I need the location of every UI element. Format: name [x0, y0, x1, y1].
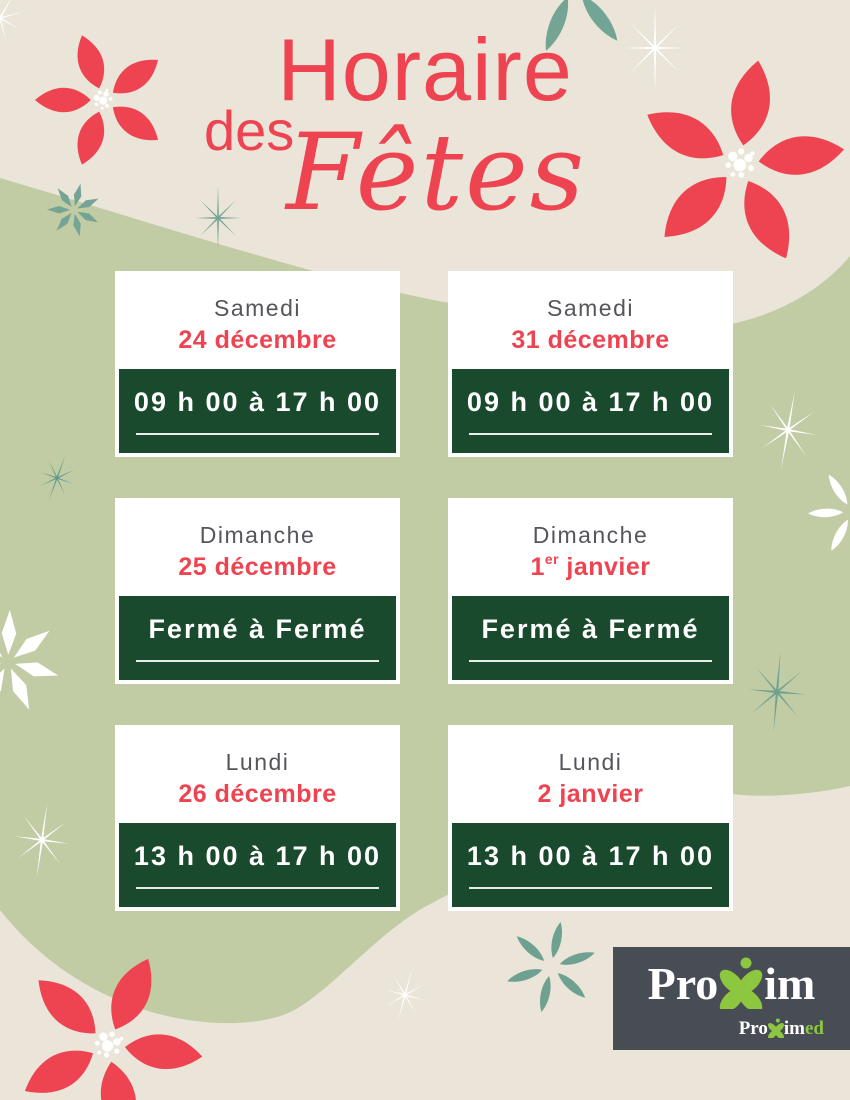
hours-label: Fermé à Fermé	[148, 614, 367, 644]
date-label: 24 décembre	[178, 326, 337, 354]
leaf-flower-icon	[484, 0, 662, 76]
day-label: Dimanche	[199, 522, 316, 548]
proxim-x-leaf-icon	[766, 1018, 786, 1041]
day-label: Samedi	[214, 295, 301, 321]
poinsettia-flower-icon	[619, 42, 850, 277]
sparkle-burst-icon	[0, 0, 34, 55]
poinsettia-flower-icon	[16, 14, 188, 181]
hours-panel: 09 h 00 à 17 h 00	[119, 369, 396, 453]
hours-label: 13 h 00 à 17 h 00	[133, 841, 382, 871]
day-label: Samedi	[547, 295, 634, 321]
date-label: 1er janvier	[530, 551, 651, 581]
day-label: Lundi	[558, 749, 623, 775]
hours-label: Fermé à Fermé	[481, 614, 700, 644]
schedule-card-jan2: Lundi 2 janvier 13 h 00 à 17 h 00	[448, 725, 733, 911]
schedule-card-dec25: Dimanche 25 décembre Fermé à Fermé	[115, 498, 400, 684]
hours-panel: Fermé à Fermé	[119, 596, 396, 680]
sparkle-burst-icon	[624, 5, 686, 90]
schedule-card-dec26: Lundi 26 décembre 13 h 00 à 17 h 00	[115, 725, 400, 911]
hours-underline	[468, 887, 713, 889]
hours-panel: Fermé à Fermé	[452, 596, 729, 680]
hours-panel: 13 h 00 à 17 h 00	[452, 823, 729, 907]
card-header: Dimanche 25 décembre	[119, 502, 396, 596]
hours-label: 13 h 00 à 17 h 00	[466, 841, 715, 871]
hours-label: 09 h 00 à 17 h 00	[133, 387, 382, 417]
day-label: Dimanche	[532, 522, 649, 548]
card-header: Dimanche 1er janvier	[452, 502, 729, 596]
hours-underline	[135, 660, 380, 662]
hours-label: 09 h 00 à 17 h 00	[466, 387, 715, 417]
hours-underline	[135, 887, 380, 889]
leaf-flower-icon	[500, 913, 602, 1021]
card-header: Samedi 24 décembre	[119, 275, 396, 369]
card-header: Samedi 31 décembre	[452, 275, 729, 369]
hours-panel: 13 h 00 à 17 h 00	[119, 823, 396, 907]
hours-underline	[135, 433, 380, 435]
logo-text-pre: Pro	[647, 958, 719, 1009]
date-label: 25 décembre	[178, 553, 337, 581]
proxim-logo-box: Pro im Pro imed	[613, 947, 850, 1050]
date-label: 31 décembre	[511, 326, 670, 354]
date-label: 26 décembre	[178, 780, 337, 808]
schedule-card-jan1: Dimanche 1er janvier Fermé à Fermé	[448, 498, 733, 684]
sparkle-burst-icon	[379, 963, 431, 1027]
proximed-sublogo: Pro imed	[738, 1018, 824, 1041]
hours-underline	[468, 433, 713, 435]
hours-panel: 09 h 00 à 17 h 00	[452, 369, 729, 453]
proxim-logo: Pro im	[613, 957, 850, 1017]
schedule-grid: Samedi 24 décembre 09 h 00 à 17 h 00 Sam…	[115, 271, 733, 911]
day-label: Lundi	[225, 749, 290, 775]
logo-text-post: im	[764, 958, 816, 1009]
proxim-x-leaf-icon	[715, 957, 767, 1017]
schedule-card-dec31: Samedi 31 décembre 09 h 00 à 17 h 00	[448, 271, 733, 457]
card-header: Lundi 26 décembre	[119, 729, 396, 823]
sublogo-text-pre: Pro	[738, 1018, 768, 1039]
date-label: 2 janvier	[537, 780, 644, 808]
card-header: Lundi 2 janvier	[452, 729, 729, 823]
sublogo-text-suffix: ed	[805, 1018, 824, 1039]
hours-underline	[468, 660, 713, 662]
sublogo-text-mid: im	[783, 1018, 805, 1039]
schedule-card-dec24: Samedi 24 décembre 09 h 00 à 17 h 00	[115, 271, 400, 457]
